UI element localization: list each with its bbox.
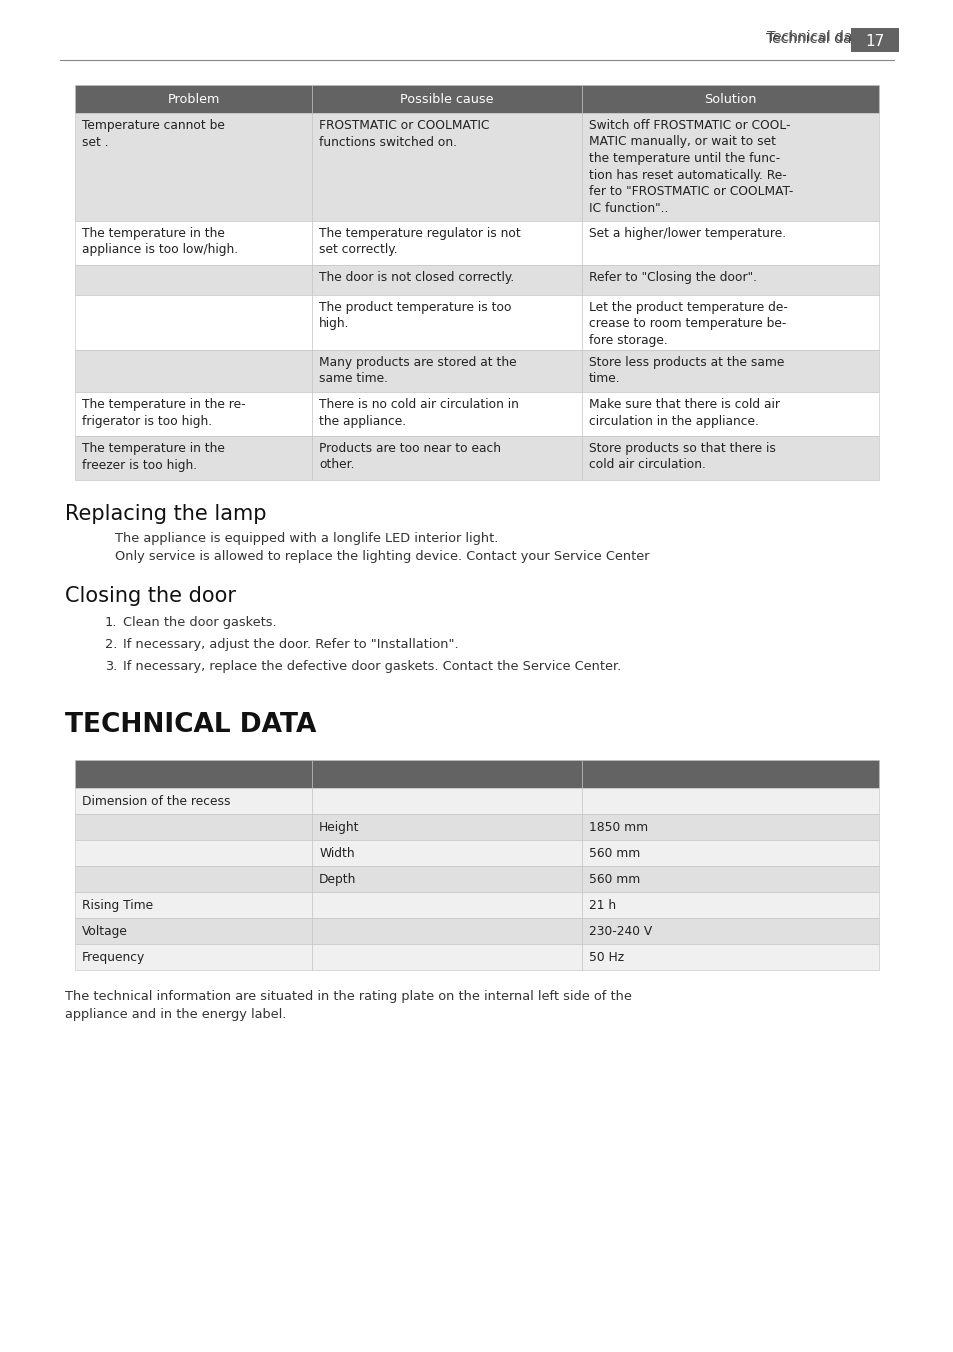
- Bar: [581, 892, 878, 918]
- Bar: [75, 85, 312, 114]
- Bar: [75, 918, 312, 944]
- Text: FROSTMATIC or COOLMATIC
functions switched on.: FROSTMATIC or COOLMATIC functions switch…: [319, 119, 489, 149]
- Bar: [75, 350, 312, 392]
- Text: 1.: 1.: [105, 617, 117, 629]
- Text: The door is not closed correctly.: The door is not closed correctly.: [319, 270, 514, 284]
- Text: Technical data: Technical data: [766, 30, 866, 45]
- Bar: [75, 392, 312, 435]
- Text: The product temperature is too
high.: The product temperature is too high.: [319, 301, 511, 330]
- Text: The temperature regulator is not
set correctly.: The temperature regulator is not set cor…: [319, 227, 520, 257]
- Text: 560 mm: 560 mm: [588, 873, 639, 886]
- Bar: [581, 350, 878, 392]
- Text: Switch off FROSTMATIC or COOL-
MATIC manually, or wait to set
the temperature un: Switch off FROSTMATIC or COOL- MATIC man…: [588, 119, 792, 215]
- Bar: [312, 295, 581, 350]
- Text: 560 mm: 560 mm: [588, 846, 639, 860]
- Bar: [75, 892, 312, 918]
- Text: Refer to "Closing the door".: Refer to "Closing the door".: [588, 270, 756, 284]
- Text: Many products are stored at the
same time.: Many products are stored at the same tim…: [319, 356, 517, 385]
- Text: 21 h: 21 h: [588, 899, 615, 913]
- Text: Temperature cannot be
set .: Temperature cannot be set .: [82, 119, 225, 149]
- Text: The temperature in the
appliance is too low/high.: The temperature in the appliance is too …: [82, 227, 238, 257]
- Text: 1850 mm: 1850 mm: [588, 821, 647, 834]
- Text: Possible cause: Possible cause: [399, 93, 493, 105]
- Bar: [312, 944, 581, 969]
- Bar: [581, 788, 878, 814]
- Bar: [581, 867, 878, 892]
- Text: There is no cold air circulation in
the appliance.: There is no cold air circulation in the …: [319, 397, 518, 427]
- Text: The temperature in the re-
frigerator is too high.: The temperature in the re- frigerator is…: [82, 397, 245, 427]
- Bar: [75, 760, 312, 788]
- Text: Depth: Depth: [319, 873, 356, 886]
- Bar: [581, 85, 878, 114]
- Text: 2.: 2.: [105, 638, 117, 652]
- Text: Make sure that there is cold air
circulation in the appliance.: Make sure that there is cold air circula…: [588, 397, 779, 427]
- Text: Set a higher/lower temperature.: Set a higher/lower temperature.: [588, 227, 785, 241]
- Bar: [581, 435, 878, 480]
- Bar: [75, 814, 312, 840]
- Text: Rising Time: Rising Time: [82, 899, 153, 913]
- Bar: [312, 220, 581, 265]
- Bar: [581, 760, 878, 788]
- Bar: [312, 760, 581, 788]
- Bar: [581, 114, 878, 220]
- Text: 230-240 V: 230-240 V: [588, 925, 651, 938]
- Bar: [75, 435, 312, 480]
- Text: Frequency: Frequency: [82, 950, 145, 964]
- Bar: [75, 265, 312, 295]
- Text: Store less products at the same
time.: Store less products at the same time.: [588, 356, 783, 385]
- Bar: [312, 350, 581, 392]
- Text: Only service is allowed to replace the lighting device. Contact your Service Cen: Only service is allowed to replace the l…: [115, 550, 649, 562]
- Bar: [312, 788, 581, 814]
- Bar: [581, 944, 878, 969]
- Text: If necessary, replace the defective door gaskets. Contact the Service Center.: If necessary, replace the defective door…: [123, 660, 620, 673]
- Bar: [312, 814, 581, 840]
- Bar: [75, 114, 312, 220]
- Text: Technical data: Technical data: [765, 32, 864, 46]
- Bar: [581, 840, 878, 867]
- Text: The temperature in the
freezer is too high.: The temperature in the freezer is too hi…: [82, 442, 225, 472]
- Bar: [75, 220, 312, 265]
- Bar: [75, 944, 312, 969]
- Text: TECHNICAL DATA: TECHNICAL DATA: [65, 713, 316, 738]
- Bar: [312, 867, 581, 892]
- Bar: [75, 840, 312, 867]
- Bar: [75, 788, 312, 814]
- Text: 17: 17: [864, 34, 883, 49]
- Text: If necessary, adjust the door. Refer to "Installation".: If necessary, adjust the door. Refer to …: [123, 638, 458, 652]
- Bar: [581, 814, 878, 840]
- Bar: [75, 867, 312, 892]
- Bar: [312, 392, 581, 435]
- Bar: [581, 392, 878, 435]
- Text: Let the product temperature de-
crease to room temperature be-
fore storage.: Let the product temperature de- crease t…: [588, 301, 786, 347]
- Bar: [581, 220, 878, 265]
- Text: The appliance is equipped with a longlife LED interior light.: The appliance is equipped with a longlif…: [115, 531, 497, 545]
- Bar: [581, 918, 878, 944]
- Text: Store products so that there is
cold air circulation.: Store products so that there is cold air…: [588, 442, 775, 472]
- Bar: [850, 28, 898, 51]
- Text: Dimension of the recess: Dimension of the recess: [82, 795, 231, 808]
- Bar: [581, 265, 878, 295]
- Text: 3.: 3.: [105, 660, 117, 673]
- Text: Replacing the lamp: Replacing the lamp: [65, 504, 266, 525]
- Bar: [312, 85, 581, 114]
- Text: Closing the door: Closing the door: [65, 585, 235, 606]
- Bar: [581, 295, 878, 350]
- Bar: [312, 265, 581, 295]
- Text: Solution: Solution: [703, 93, 756, 105]
- Text: Width: Width: [319, 846, 355, 860]
- Bar: [312, 918, 581, 944]
- Bar: [312, 892, 581, 918]
- Text: Height: Height: [319, 821, 359, 834]
- Text: Problem: Problem: [167, 93, 219, 105]
- Bar: [75, 295, 312, 350]
- Text: Voltage: Voltage: [82, 925, 128, 938]
- Text: appliance and in the energy label.: appliance and in the energy label.: [65, 1009, 286, 1021]
- Text: 50 Hz: 50 Hz: [588, 950, 623, 964]
- Text: Products are too near to each
other.: Products are too near to each other.: [319, 442, 500, 472]
- Bar: [312, 840, 581, 867]
- Text: Clean the door gaskets.: Clean the door gaskets.: [123, 617, 276, 629]
- Text: The technical information are situated in the rating plate on the internal left : The technical information are situated i…: [65, 990, 631, 1003]
- Bar: [312, 114, 581, 220]
- Bar: [312, 435, 581, 480]
